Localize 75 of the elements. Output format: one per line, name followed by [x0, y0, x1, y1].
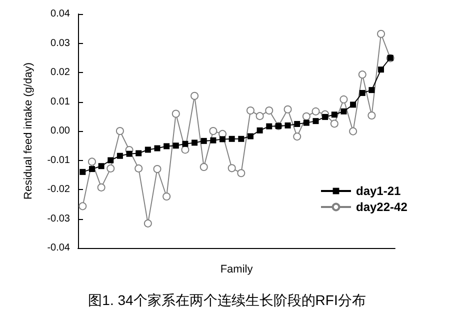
point — [182, 140, 188, 147]
point — [136, 150, 142, 156]
point — [246, 106, 254, 115]
point — [97, 183, 106, 192]
point — [349, 127, 358, 136]
y-tick-label: 0.02 — [50, 67, 70, 78]
point — [153, 165, 162, 174]
point — [108, 157, 114, 164]
point — [144, 146, 151, 153]
point — [172, 110, 180, 118]
text: 图1. 34个家系在两个连续生长阶段的RFI分布 — [88, 292, 366, 308]
point — [88, 166, 95, 172]
point — [330, 120, 338, 128]
point — [284, 105, 292, 114]
point — [116, 152, 123, 159]
y-tick-label: -0.03 — [47, 213, 70, 224]
point — [322, 114, 328, 120]
point — [200, 162, 208, 171]
point — [350, 102, 356, 108]
point — [256, 127, 263, 134]
point — [368, 87, 375, 94]
point — [358, 70, 366, 79]
point — [164, 143, 170, 150]
point — [80, 168, 86, 175]
point — [116, 127, 124, 135]
y-tick-label: 0.03 — [50, 38, 70, 49]
y-tick-label: 0.00 — [50, 126, 70, 136]
point — [228, 136, 235, 142]
point — [340, 108, 347, 114]
point — [228, 164, 236, 172]
point — [154, 145, 160, 152]
point — [192, 140, 198, 146]
y-tick-label: -0.01 — [47, 154, 70, 166]
point — [378, 66, 384, 73]
legend-label: day1-21 — [356, 184, 402, 198]
point — [312, 107, 320, 116]
point — [247, 133, 254, 140]
point — [190, 92, 199, 100]
point — [200, 138, 207, 144]
point — [134, 164, 143, 172]
point — [181, 146, 190, 154]
point — [209, 127, 218, 135]
point — [331, 112, 338, 118]
point — [106, 164, 115, 172]
point — [162, 192, 171, 201]
point — [284, 122, 291, 128]
point — [98, 163, 104, 170]
point — [256, 112, 264, 120]
point — [172, 142, 179, 149]
point — [266, 123, 272, 130]
legend-label: day22-42 — [356, 200, 408, 214]
y-tick-label: -0.04 — [47, 242, 70, 254]
point — [144, 219, 152, 228]
point — [302, 112, 310, 120]
point — [237, 169, 246, 178]
point — [78, 202, 87, 210]
point — [294, 120, 300, 127]
point — [340, 95, 348, 104]
point — [359, 90, 366, 96]
y-axis-title: Residual feed intake (g/day) — [22, 62, 34, 200]
point — [220, 136, 226, 142]
point — [368, 112, 376, 120]
point — [88, 158, 96, 166]
y-tick-label: 0.01 — [50, 96, 70, 108]
point — [238, 136, 244, 142]
point — [377, 30, 386, 38]
y-tick-label: 0.04 — [50, 8, 70, 20]
y-tick-label: -0.02 — [47, 184, 70, 195]
point — [312, 118, 319, 124]
x-axis-title: Family — [220, 264, 254, 276]
point — [210, 137, 216, 144]
point — [265, 106, 274, 115]
point — [303, 120, 310, 126]
point — [293, 132, 302, 141]
point — [126, 150, 132, 157]
